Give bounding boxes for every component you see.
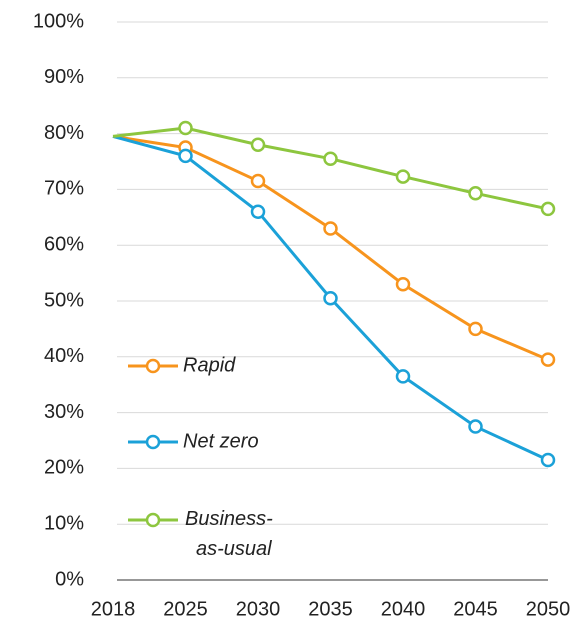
legend-label: Net zero [183,430,259,452]
legend-item: Business-as-usual [128,508,273,560]
data-point [395,369,411,384]
series-line [112,134,549,361]
legend-marker [145,358,161,374]
data-point [395,169,411,184]
legend-label-part: as-usual [196,538,272,560]
data-point [540,452,556,468]
data-point [323,221,338,236]
x-tick-label: 2025 [163,598,208,620]
data-point [468,321,483,337]
x-tick-label: 2035 [308,598,353,620]
data-point [468,419,483,434]
y-tick-label: 50% [44,289,84,311]
legend-marker [145,512,161,528]
legend-item: Net zero [128,430,259,452]
x-tick-label: 2030 [236,598,281,620]
legend-label: Business-as-usual [185,508,273,560]
y-tick-label: 40% [44,345,84,367]
series-line [112,126,549,211]
legend-marker [145,434,161,450]
y-tick-label: 20% [44,457,84,479]
legend-item: Rapid [128,354,236,376]
y-tick-label: 90% [44,66,84,88]
y-tick-label: 70% [44,178,84,200]
y-tick-label: 80% [44,122,84,144]
data-point [468,186,483,201]
data-point [323,290,338,306]
legend-label-part: Business- [185,508,273,530]
x-tick-label: 2040 [381,598,426,620]
data-point [250,173,266,189]
x-tick-label: 2050 [526,598,571,620]
data-point [178,148,193,164]
x-tick-label: 2045 [453,598,498,620]
data-point [540,201,556,217]
data-point [395,277,411,292]
data-point [250,204,266,219]
y-tick-label: 100% [33,10,84,32]
data-point [250,137,266,153]
data-point [323,151,338,166]
data-point [540,352,556,367]
x-tick-label: 2018 [91,598,136,620]
y-tick-label: 10% [44,512,84,534]
y-tick-label: 30% [44,401,84,423]
y-tick-label: 60% [44,233,84,255]
data-point [178,120,193,136]
y-tick-label: 0% [55,568,84,590]
legend-label: Rapid [183,354,236,376]
